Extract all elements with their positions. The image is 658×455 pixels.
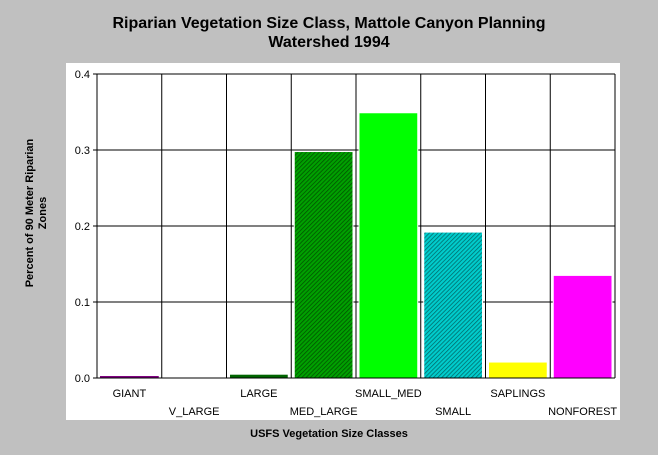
- x-tick-label: SAPLINGS: [490, 388, 545, 400]
- bar-small: [423, 231, 483, 379]
- x-tick-label: NONFOREST: [548, 406, 617, 418]
- x-tick-label: GIANT: [113, 388, 147, 400]
- bar-giant: [100, 376, 159, 378]
- y-axis-label-line-2: Zones: [37, 196, 49, 230]
- bar-nonforest: [552, 274, 613, 379]
- y-tick-label: 0.1: [75, 297, 90, 309]
- y-tick-label: 0.2: [75, 221, 90, 233]
- chart-title-line-1: Riparian Vegetation Size Class, Mattole …: [112, 15, 546, 32]
- y-axis-label-line-1: Percent of 90 Meter Riparian: [24, 138, 36, 288]
- y-tick-label: 0.3: [75, 145, 90, 157]
- bar-med-large: [293, 151, 354, 379]
- x-axis-label: USFS Vegetation Size Classes: [250, 428, 408, 440]
- x-tick-label: SMALL: [435, 406, 471, 418]
- x-tick-label: LARGE: [240, 388, 277, 400]
- x-tick-label: SMALL_MED: [355, 388, 422, 400]
- chart-title-line-2: Watershed 1994: [268, 34, 390, 51]
- bar-large: [229, 373, 289, 379]
- chart-title: Riparian Vegetation Size Class, Mattole …: [0, 14, 658, 52]
- bar-saplings: [488, 361, 548, 379]
- bar-small-med: [358, 112, 419, 379]
- y-tick-label: 0.0: [75, 373, 90, 385]
- x-tick-label: MED_LARGE: [290, 406, 358, 418]
- x-tick-label: V_LARGE: [169, 406, 220, 418]
- y-tick-label: 0.4: [75, 69, 90, 81]
